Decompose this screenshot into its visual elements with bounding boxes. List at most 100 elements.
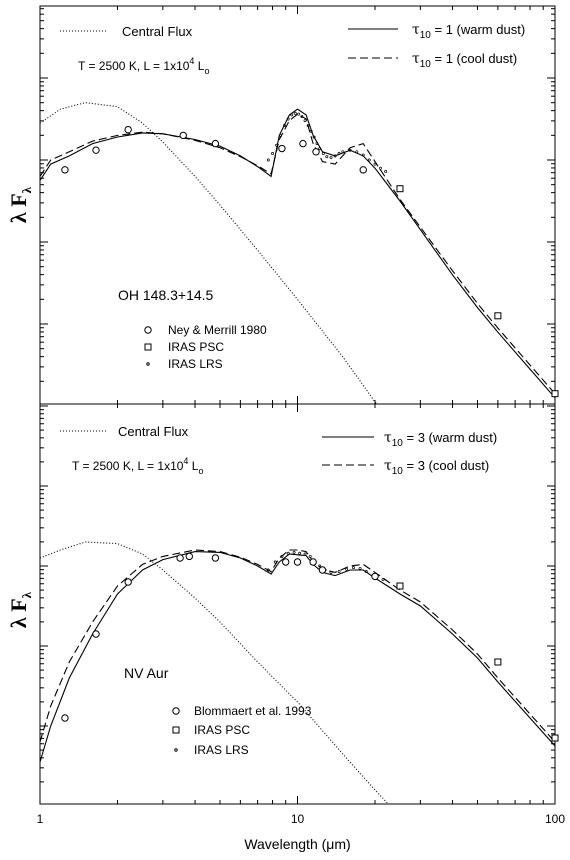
cool-dust-line [40, 113, 555, 395]
photometry-point [211, 139, 220, 148]
psc-point [396, 582, 404, 590]
lrs-point [286, 117, 290, 121]
lrs-point [337, 570, 341, 574]
central-flux-line [40, 102, 378, 404]
blommaert-legend-label: Blommaert et al. 1993 [194, 704, 312, 718]
psc-point [494, 658, 502, 666]
lrs-point [266, 568, 270, 572]
central-flux-line [40, 541, 389, 804]
lrs-point [303, 552, 307, 556]
cool-dust-legend-bottom: τ10 = 3 (cool dust) [322, 458, 489, 477]
iras-psc-legend-marker [144, 343, 152, 351]
x-tick-label-10: 10 [291, 812, 305, 826]
lrs-point [329, 156, 333, 159]
x-tick-label-1: 1 [37, 812, 44, 826]
photometry-point [176, 554, 184, 562]
photometry-point [61, 714, 69, 722]
cool-dust-legend-label: τ10 = 1 (cool dust) [412, 51, 517, 70]
photometry-point [211, 554, 220, 562]
central-flux-legend-label: Central Flux [118, 424, 189, 439]
lrs-point [280, 554, 284, 558]
photometry-point [92, 630, 100, 638]
lrs-point [292, 550, 296, 554]
iras-lrs-legend-label: IRAS LRS [194, 743, 249, 757]
warm-dust-legend: τ10 = 1 (warm dust) [348, 22, 525, 41]
lrs-point [355, 150, 359, 154]
lrs-point [384, 170, 388, 173]
photometry-point [371, 572, 379, 581]
lrs-point [309, 129, 313, 133]
panel-bottom: Central Flux T = 2500 K, L = 1x104 Lo τ1… [39, 403, 559, 805]
lrs-point [300, 115, 304, 118]
photometry-point [359, 166, 367, 174]
lrs-point [306, 124, 310, 128]
lrs-point [308, 554, 312, 558]
svg-text:λ Fλ: λ Fλ [6, 591, 34, 628]
lrs-point [329, 570, 333, 574]
warm-dust-legend-label: τ10 = 3 (warm dust) [384, 430, 497, 449]
cool-dust-line [40, 549, 555, 743]
panel-top-ticks [39, 6, 555, 404]
lrs-point [283, 124, 286, 128]
lrs-point [297, 112, 301, 116]
iras-psc-legend-label: IRAS PSC [168, 340, 224, 354]
panel-bottom-ticks [39, 404, 555, 804]
lrs-point [333, 154, 337, 158]
lrs-point [318, 564, 322, 568]
panel-top-series [40, 102, 559, 404]
lrs-point [303, 119, 307, 123]
photometry-point [282, 558, 290, 566]
photometry-point [293, 558, 302, 566]
psc-point [551, 390, 559, 398]
photometry-point [318, 566, 327, 574]
iras-lrs-legend-label: IRAS LRS [168, 357, 223, 371]
lrs-point [348, 148, 352, 152]
lrs-point [381, 578, 385, 582]
iras-psc-legend-marker [172, 726, 180, 734]
object-name: OH 148.3+14.5 [118, 287, 214, 303]
lrs-point [275, 143, 279, 147]
lrs-point [318, 147, 322, 150]
lrs-point [341, 150, 345, 154]
central-flux-legend: Central Flux [60, 24, 193, 39]
lrs-point [315, 142, 319, 146]
marker-legend-bottom: Blommaert et al. 1993 IRAS PSC IRAS LRS [172, 704, 312, 757]
lrs-point [293, 111, 297, 115]
x-tick-label-100: 100 [545, 812, 565, 826]
lrs-point [367, 158, 371, 162]
iras-psc-legend-label: IRAS PSC [194, 723, 250, 737]
lrs-point [337, 151, 341, 155]
photometry-point [124, 578, 132, 586]
photometry-point [124, 125, 132, 134]
cool-dust-legend-label: τ10 = 3 (cool dust) [384, 458, 489, 477]
params-label: T = 2500 K, L = 1x104 Lo [78, 56, 209, 76]
central-flux-legend-label: Central Flux [122, 24, 193, 39]
photometry-point [61, 166, 69, 174]
object-name-bottom: NV Aur [124, 665, 169, 681]
lrs-point [379, 166, 382, 170]
photometry-point [278, 144, 286, 153]
lrs-point [352, 566, 355, 570]
panel-top: Central Flux T = 2500 K, L = 1x104 Lo τ1… [39, 5, 559, 405]
photometry-point [312, 148, 320, 156]
lrs-point [345, 567, 348, 571]
blommaert-legend-marker [172, 707, 180, 715]
lrs-point [364, 570, 368, 574]
svg-text:λ Fλ: λ Fλ [6, 186, 34, 223]
lrs-point [325, 155, 329, 159]
y-axis-label-top: λ Fλ [6, 186, 34, 223]
central-flux-legend-bottom: Central Flux [60, 424, 189, 439]
cool-dust-legend: τ10 = 1 (cool dust) [348, 51, 517, 70]
lrs-point [279, 133, 283, 137]
lrs-point [271, 151, 274, 155]
warm-dust-legend-label: τ10 = 1 (warm dust) [412, 22, 525, 41]
psc-point [396, 185, 404, 193]
lrs-point [358, 566, 362, 570]
lrs-point [298, 551, 302, 555]
warm-dust-legend-bottom: τ10 = 3 (warm dust) [322, 430, 497, 449]
marker-legend: Ney & Merrill 1980 IRAS PSC IRAS LRS [144, 323, 267, 371]
lrs-point [286, 551, 290, 555]
lrs-point [266, 158, 270, 162]
psc-point [551, 734, 559, 742]
